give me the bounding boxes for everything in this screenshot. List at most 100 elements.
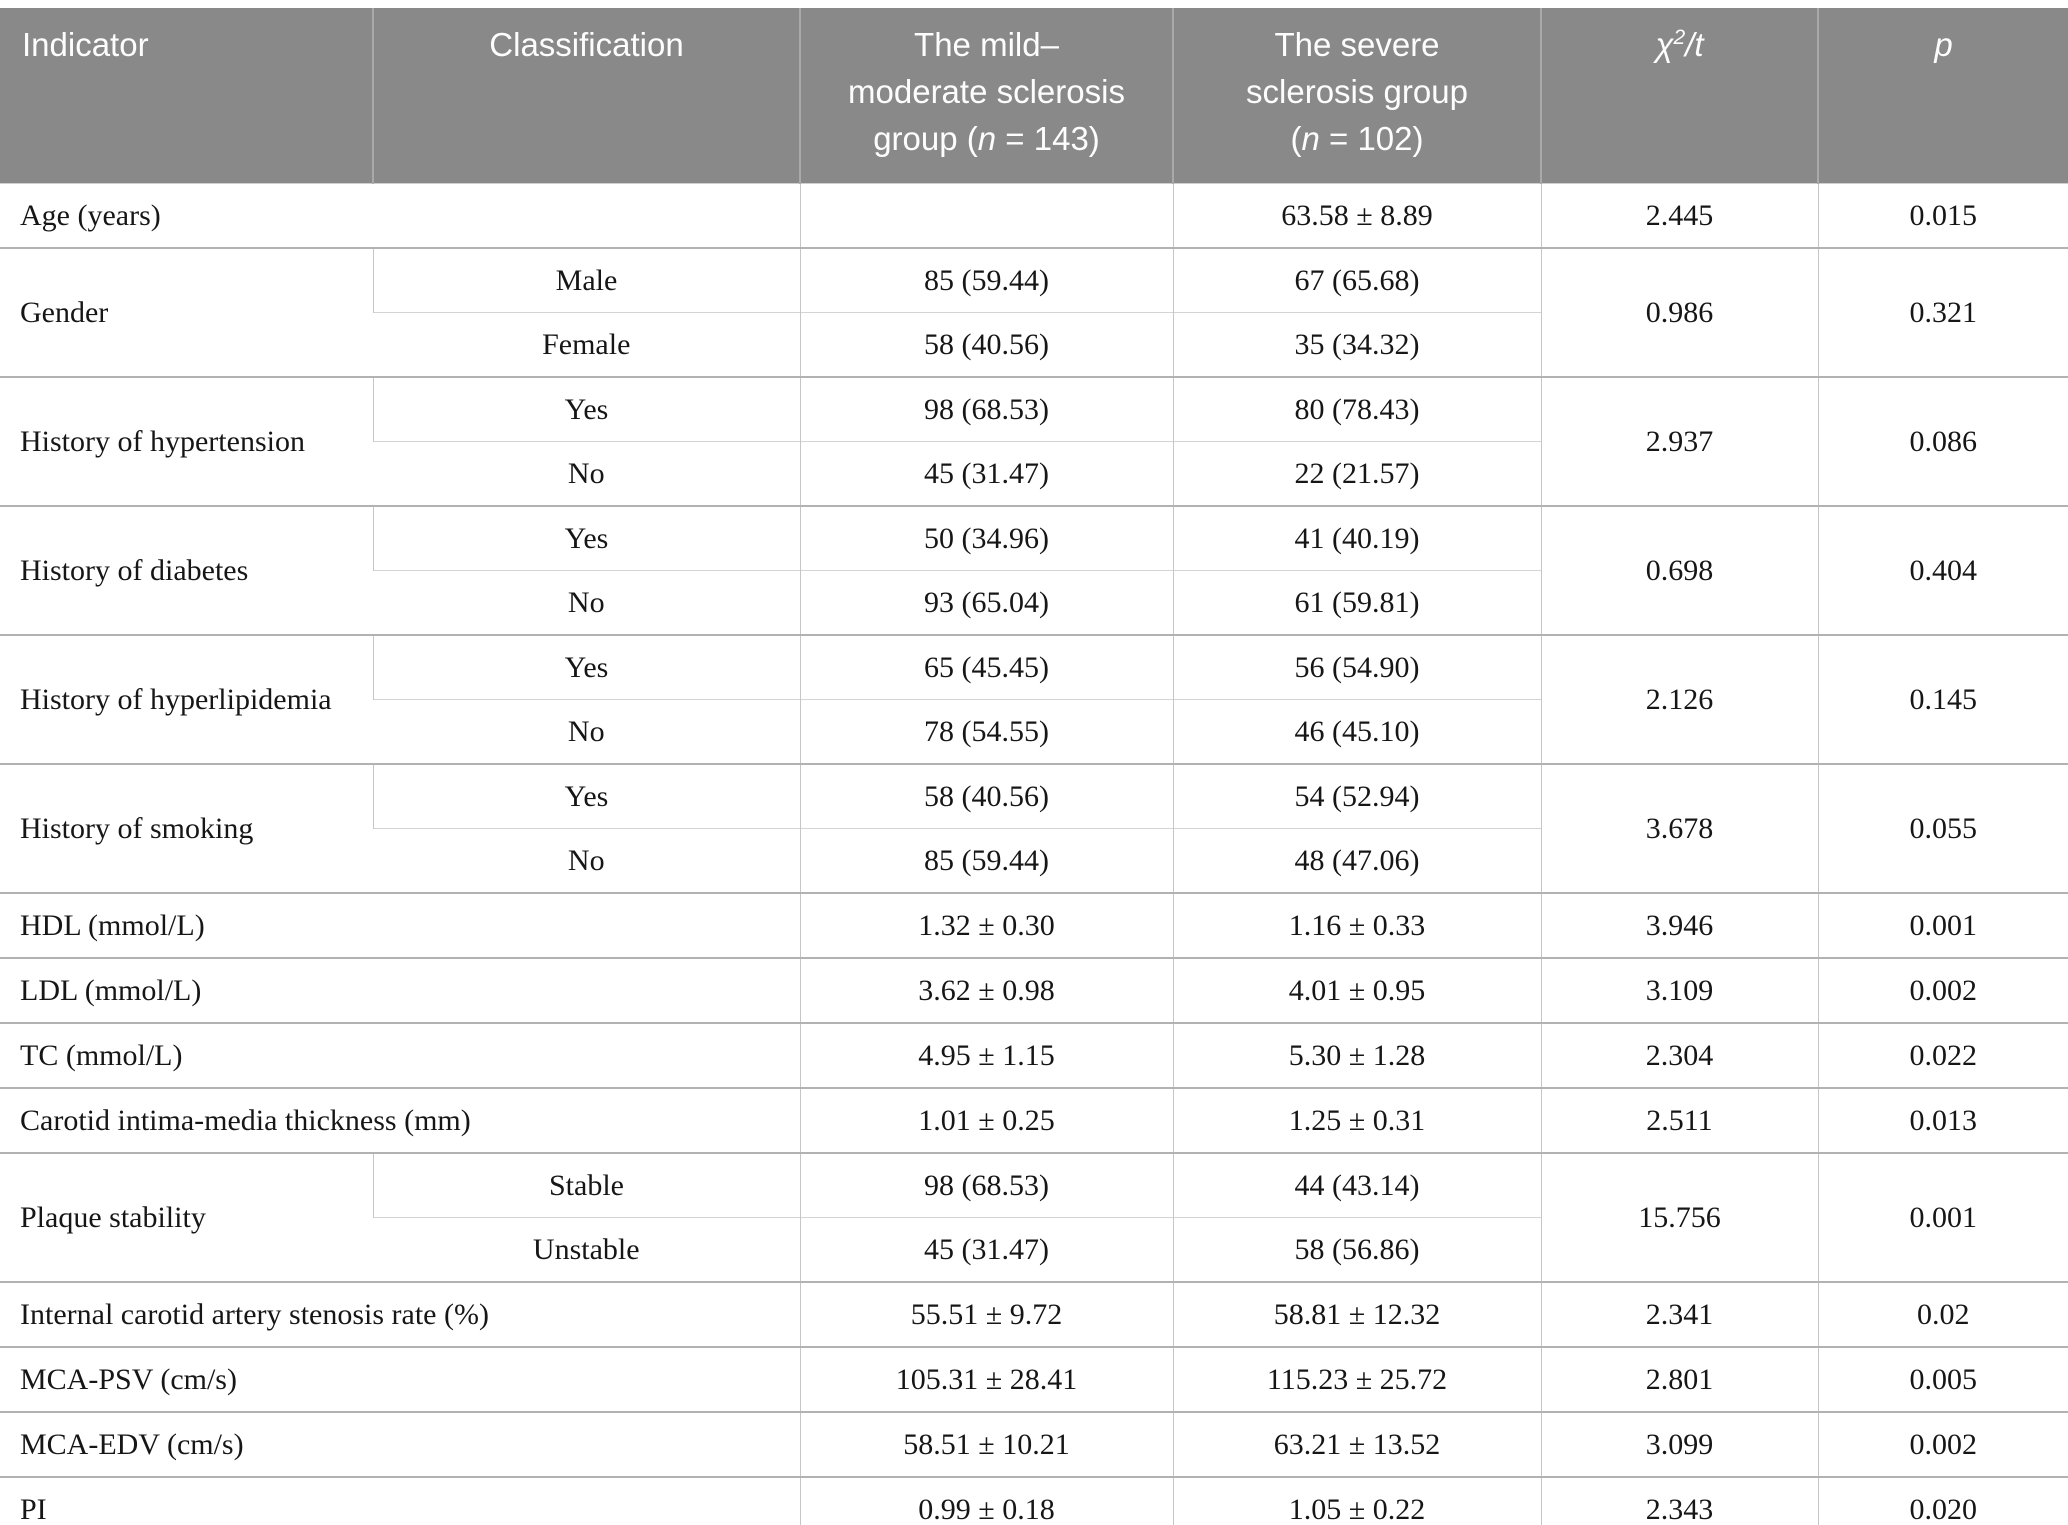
classification-cell: No	[373, 828, 800, 893]
severe-group-cell: 1.05 ± 0.22	[1172, 1476, 1541, 1525]
slash-t-glyph: /t	[1685, 26, 1704, 63]
p-cell: 0.404	[1817, 505, 2068, 635]
table-row-hypertension-yes: History of hypertension Yes 98 (68.53) 8…	[0, 376, 2068, 506]
indicator-cell: History of smoking	[0, 763, 373, 893]
mild-group-cell: 55.51 ± 9.72	[799, 1281, 1173, 1347]
mild-group-cell: 1.32 ± 0.30	[799, 892, 1173, 958]
table-row-hyperlipidemia-yes: History of hyperlipidemia Yes 65 (45.45)…	[0, 634, 2068, 764]
header-mild-line1: The mild–	[914, 26, 1059, 63]
header-indicator: Indicator	[0, 8, 373, 184]
classification-cell: No	[373, 441, 800, 506]
indicator-cell: History of diabetes	[0, 505, 373, 635]
header-mild-line3: group (n = 143)	[802, 115, 1171, 162]
header-mild-n: n	[977, 120, 997, 157]
stat-cell: 3.109	[1540, 957, 1818, 1023]
table-row-cimt: Carotid intima-media thickness (mm) 1.01…	[0, 1087, 2068, 1153]
severe-group-cell: 63.21 ± 13.52	[1172, 1411, 1541, 1477]
stat-cell: 3.946	[1540, 892, 1818, 958]
p-cell: 0.002	[1817, 957, 2068, 1023]
mild-group-cell: 78 (54.55)	[799, 699, 1173, 764]
stat-cell: 2.343	[1540, 1476, 1818, 1525]
stat-cell: 3.099	[1540, 1411, 1818, 1477]
stat-cell: 0.986	[1540, 247, 1818, 377]
table-row-smoking-yes: History of smoking Yes 58 (40.56) 54 (52…	[0, 763, 2068, 893]
mild-group-cell: 93 (65.04)	[799, 570, 1173, 635]
stat-cell: 2.126	[1540, 634, 1818, 764]
p-cell: 0.015	[1817, 183, 2068, 248]
table-row-hyperlipidemia-no: No 78 (54.55) 46 (45.10)	[0, 699, 2068, 764]
classification-cell: Male	[372, 247, 800, 313]
p-cell: 0.321	[1817, 247, 2068, 377]
classification-cell: Unstable	[373, 1217, 800, 1282]
severe-group-cell: 35 (34.32)	[1172, 312, 1541, 377]
p-cell: 0.055	[1817, 763, 2068, 893]
indicator-cell: Carotid intima-media thickness (mm)	[0, 1087, 800, 1153]
indicator-cell: LDL (mmol/L)	[0, 957, 800, 1023]
p-glyph: p	[1934, 26, 1953, 63]
indicator-cell: TC (mmol/L)	[0, 1022, 800, 1088]
p-cell: 0.013	[1817, 1087, 2068, 1153]
mild-group-cell: 3.62 ± 0.98	[799, 957, 1173, 1023]
table-row-diabetes-no: No 93 (65.04) 61 (59.81)	[0, 570, 2068, 635]
severe-group-cell: 4.01 ± 0.95	[1172, 957, 1541, 1023]
classification-cell: Female	[373, 312, 800, 377]
mild-group-cell: 58 (40.56)	[799, 312, 1173, 377]
indicator-cell: History of hypertension	[0, 376, 373, 506]
mild-group-cell: 98 (68.53)	[799, 1152, 1173, 1218]
header-severe-line3-post: = 102)	[1319, 120, 1424, 157]
severe-group-cell: 67 (65.68)	[1172, 247, 1541, 313]
p-cell: 0.001	[1817, 892, 2068, 958]
mild-group-cell: 58 (40.56)	[799, 763, 1173, 829]
severe-group-cell: 1.16 ± 0.33	[1172, 892, 1541, 958]
header-severe-group: The severe sclerosis group (n = 102)	[1172, 8, 1541, 184]
table-row-tc: TC (mmol/L) 4.95 ± 1.15 5.30 ± 1.28 2.30…	[0, 1022, 2068, 1088]
header-mild-moderate-group: The mild– moderate sclerosis group (n = …	[799, 8, 1173, 184]
severe-group-cell: 1.25 ± 0.31	[1172, 1087, 1541, 1153]
table-row-age: Age (years) 63.58 ± 8.89 2.445 0.015	[0, 183, 2068, 248]
severe-group-cell: 61 (59.81)	[1172, 570, 1541, 635]
mild-group-cell: 4.95 ± 1.15	[799, 1022, 1173, 1088]
p-cell: 0.001	[1817, 1152, 2068, 1282]
mild-group-cell: 45 (31.47)	[799, 1217, 1173, 1282]
mild-group-cell: 1.01 ± 0.25	[799, 1087, 1173, 1153]
mild-group-cell	[799, 183, 1173, 248]
stat-cell: 3.678	[1540, 763, 1818, 893]
table-row-ldl: LDL (mmol/L) 3.62 ± 0.98 4.01 ± 0.95 3.1…	[0, 957, 2068, 1023]
mild-group-cell: 58.51 ± 10.21	[799, 1411, 1173, 1477]
mild-group-cell: 50 (34.96)	[799, 505, 1173, 571]
table-row-plaque-stable: Plaque stability Stable 98 (68.53) 44 (4…	[0, 1152, 2068, 1282]
mild-group-cell: 85 (59.44)	[799, 247, 1173, 313]
p-cell: 0.145	[1817, 634, 2068, 764]
p-cell: 0.02	[1817, 1281, 2068, 1347]
indicator-cell: History of hyperlipidemia	[0, 634, 373, 764]
severe-group-cell: 48 (47.06)	[1172, 828, 1541, 893]
stat-cell: 0.698	[1540, 505, 1818, 635]
chi-exponent: 2	[1673, 26, 1686, 49]
severe-group-cell: 41 (40.19)	[1172, 505, 1541, 571]
table-row-plaque-unstable: Unstable 45 (31.47) 58 (56.86)	[0, 1217, 2068, 1282]
header-mild-line3-pre: group (	[873, 120, 978, 157]
table-row-stenosis-rate: Internal carotid artery stenosis rate (%…	[0, 1281, 2068, 1347]
classification-cell: Yes	[372, 763, 800, 829]
indicator-cell: Plaque stability	[0, 1152, 373, 1282]
stat-cell: 2.445	[1540, 183, 1818, 248]
mild-group-cell: 98 (68.53)	[799, 376, 1173, 442]
header-severe-n: n	[1301, 120, 1320, 157]
stat-cell: 2.937	[1540, 376, 1818, 506]
header-mild-line3-post: = 143)	[996, 120, 1100, 157]
p-cell: 0.086	[1817, 376, 2068, 506]
classification-cell: Stable	[372, 1152, 800, 1218]
severe-group-cell: 56 (54.90)	[1172, 634, 1541, 700]
stat-cell: 15.756	[1540, 1152, 1818, 1282]
header-p-value: p	[1817, 8, 2068, 184]
table-row-gender-male: Gender Male 85 (59.44) 67 (65.68) 0.986 …	[0, 247, 2068, 377]
indicator-cell: PI	[0, 1476, 800, 1525]
chi-glyph: χ	[1655, 26, 1674, 63]
header-chi-square-t: χ2/t	[1540, 8, 1818, 184]
classification-cell: Yes	[372, 505, 800, 571]
mild-group-cell: 0.99 ± 0.18	[799, 1476, 1173, 1525]
severe-group-cell: 22 (21.57)	[1172, 441, 1541, 506]
p-cell: 0.005	[1817, 1346, 2068, 1412]
p-cell: 0.002	[1817, 1411, 2068, 1477]
